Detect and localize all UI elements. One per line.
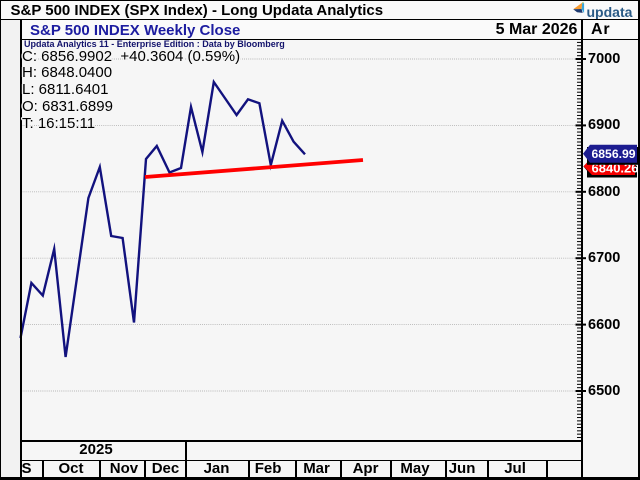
svg-text:6856.99: 6856.99 (592, 147, 636, 161)
